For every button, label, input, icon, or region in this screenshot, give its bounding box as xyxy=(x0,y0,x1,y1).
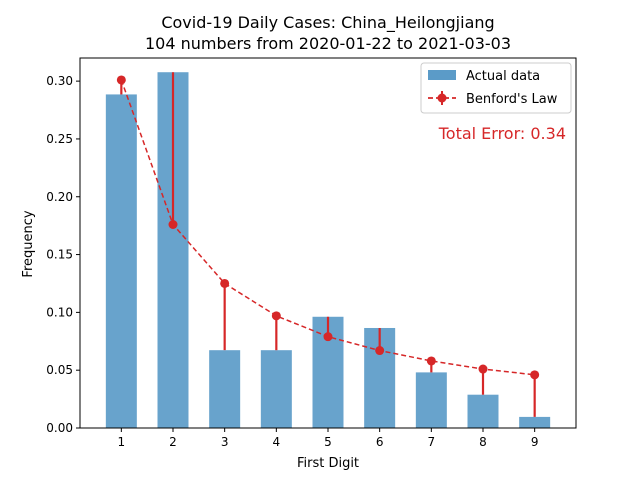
plot-frame xyxy=(79,57,577,429)
benford-point-digit-7 xyxy=(426,356,436,366)
benford-point-digit-1 xyxy=(116,75,126,85)
x-tick-label: 4 xyxy=(273,435,281,449)
x-tick-label: 5 xyxy=(324,435,332,449)
x-tick-label: 1 xyxy=(118,435,126,449)
x-tick-label: 6 xyxy=(376,435,384,449)
bar-digit-3 xyxy=(209,350,241,428)
benford-point-digit-6 xyxy=(375,346,385,356)
x-tick-label: 2 xyxy=(169,435,177,449)
y-axis-label: Frequency xyxy=(21,210,36,277)
legend-label-benford: Benford's Law xyxy=(466,92,558,107)
legend-line-marker xyxy=(437,93,447,103)
chart-title: Covid-19 Daily Cases: China_Heilongjiang xyxy=(161,13,494,33)
bar-digit-9 xyxy=(519,416,551,428)
benford-point-digit-8 xyxy=(478,364,488,374)
benford-layer xyxy=(116,75,540,380)
benford-point-digit-5 xyxy=(323,332,333,342)
legend-bar-swatch xyxy=(428,70,456,80)
bars-layer xyxy=(105,72,551,429)
bar-digit-4 xyxy=(260,350,292,428)
total-error-annotation: Total Error: 0.34 xyxy=(438,124,566,143)
x-tick-label: 3 xyxy=(221,435,229,449)
y-tick-label: 0.30 xyxy=(46,74,73,88)
chart-subtitle: 104 numbers from 2020-01-22 to 2021-03-0… xyxy=(145,34,511,53)
y-tick-label: 0.20 xyxy=(46,190,73,204)
legend-label-actual: Actual data xyxy=(466,69,540,84)
y-tick-label: 0.10 xyxy=(46,305,73,319)
x-tick-label: 9 xyxy=(531,435,539,449)
benford-point-digit-3 xyxy=(220,278,230,288)
y-axis: 0.00 0.05 0.10 0.15 0.20 0.25 0.30 xyxy=(46,74,80,435)
benford-point-digit-9 xyxy=(530,370,540,380)
legend-box xyxy=(420,62,572,114)
error-lines-layer xyxy=(120,72,536,417)
benford-point-digit-4 xyxy=(271,311,281,321)
y-tick-label: 0.15 xyxy=(46,248,73,262)
x-tick-label: 8 xyxy=(479,435,487,449)
bar-digit-1 xyxy=(105,94,137,428)
legend: Actual data Benford's Law xyxy=(420,62,572,114)
x-axis: 1 2 3 4 5 6 7 8 9 xyxy=(118,428,539,449)
benford-point-digit-2 xyxy=(168,220,178,229)
x-tick-label: 7 xyxy=(428,435,436,449)
y-tick-label: 0.05 xyxy=(46,363,73,377)
bar-digit-7 xyxy=(415,372,447,428)
y-tick-label: 0.25 xyxy=(46,132,73,146)
x-axis-label: First Digit xyxy=(297,456,359,471)
y-tick-label: 0.00 xyxy=(46,421,73,435)
bar-digit-8 xyxy=(467,394,499,428)
